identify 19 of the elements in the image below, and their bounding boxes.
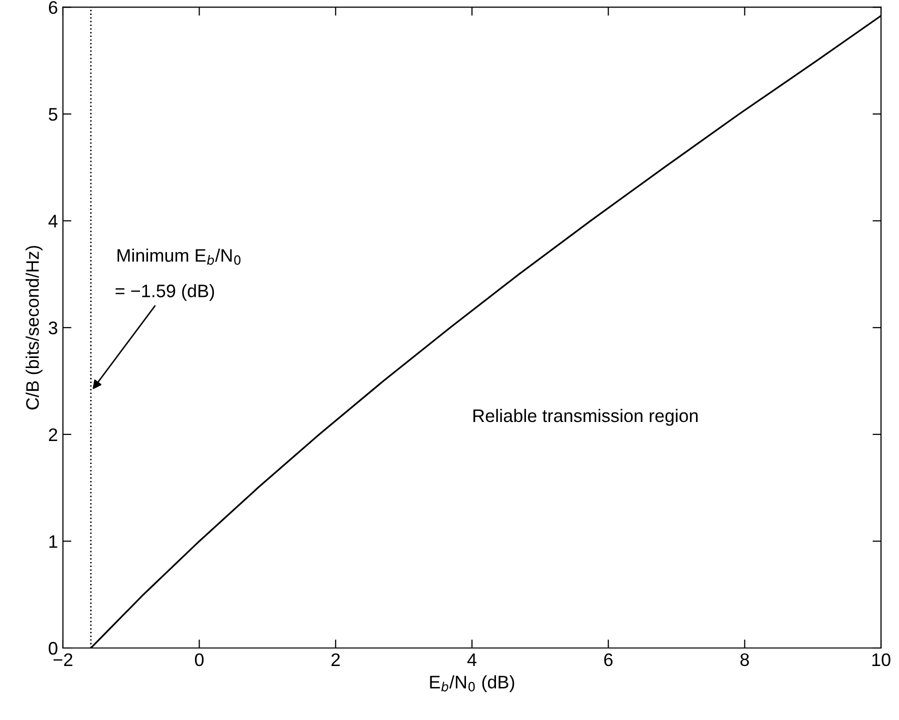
y-tick-label: 6 bbox=[48, 1, 58, 14]
y-tick-label: 3 bbox=[48, 322, 58, 334]
annotation: = −1.59 (dB) bbox=[116, 284, 214, 301]
y-tick-label: 0 bbox=[48, 642, 58, 655]
x-tick-label: 2 bbox=[332, 653, 340, 666]
y-axis-title: C/B (bits/second/Hz) bbox=[26, 246, 42, 410]
x-tick-label: 4 bbox=[467, 654, 476, 666]
y-tick-label: 4 bbox=[48, 214, 58, 228]
x-tick-label: −2 bbox=[54, 653, 72, 666]
x-axis-title: E$_{b}$/N$_{0}$ (dB) bbox=[430, 675, 514, 692]
x-tick-label: 10 bbox=[872, 653, 890, 666]
x-tick-label: 0 bbox=[194, 653, 204, 666]
x-tick-label: 8 bbox=[740, 653, 749, 666]
y-tick-label: 5 bbox=[48, 108, 58, 121]
x-tick-label: 6 bbox=[604, 653, 613, 666]
y-tick-label: 2 bbox=[48, 428, 58, 441]
annotation: Reliable transmission region bbox=[473, 408, 698, 426]
y-tick-label: 1 bbox=[49, 535, 58, 548]
annotation: Minimum E$_{b}$/N$_{0}$ bbox=[118, 248, 241, 265]
